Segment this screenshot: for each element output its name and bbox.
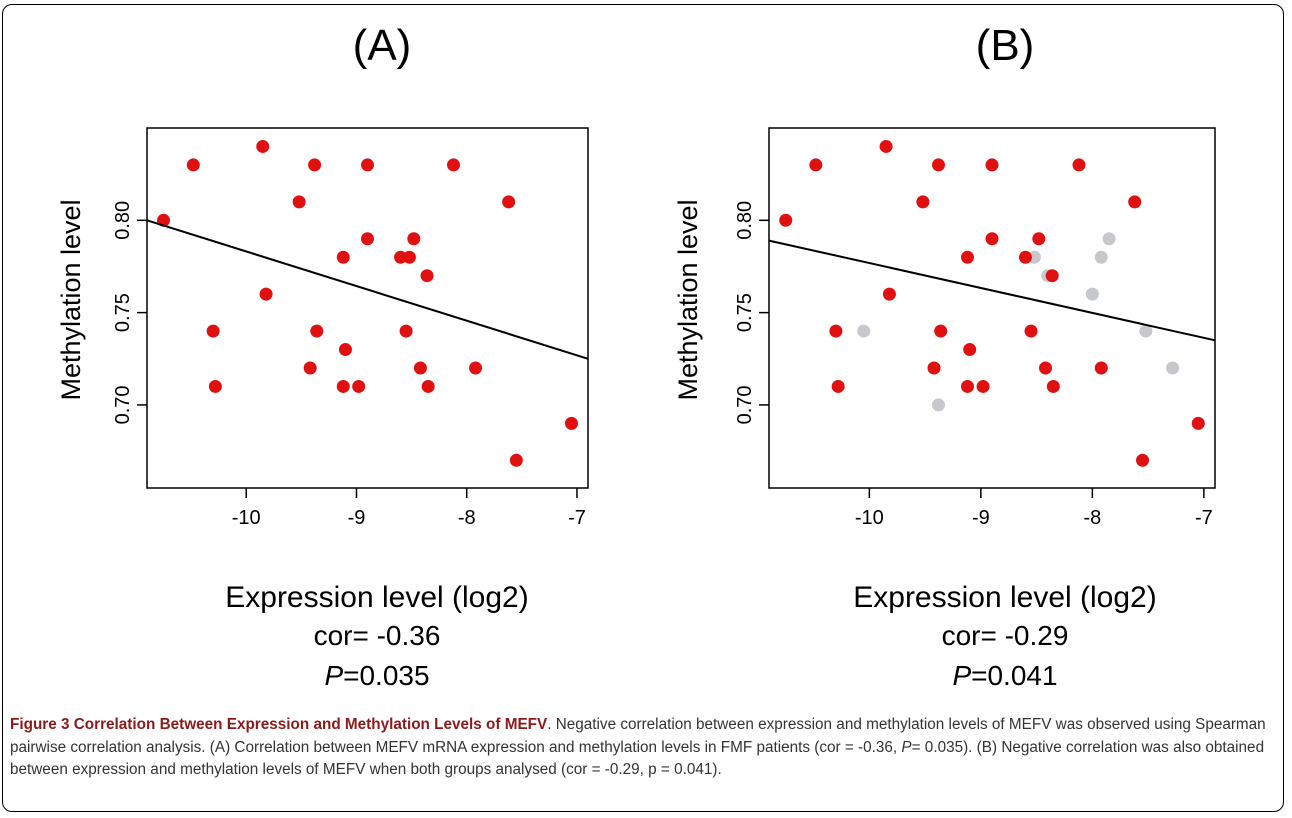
- regression-line: [146, 219, 589, 360]
- data-point: [361, 158, 374, 172]
- data-point: [509, 453, 523, 467]
- y-tick-label: 0.70: [734, 385, 756, 424]
- panel-a: (A) Methylation level 0.70 0.75 0.80 -10 -9…: [56, 21, 589, 691]
- data-point: [407, 232, 421, 246]
- correlation-stat: cor= -0.36: [314, 620, 441, 651]
- data-point: [934, 324, 948, 338]
- y-tick-label: 0.80: [112, 201, 134, 240]
- data-point: [829, 324, 843, 338]
- data-point: [1046, 379, 1060, 393]
- data-point: [256, 139, 270, 153]
- data-point: [1032, 232, 1046, 246]
- data-point: [336, 379, 350, 393]
- y-tick-label: 0.80: [734, 201, 756, 240]
- x-axis-label: Expression level (log2): [853, 581, 1156, 614]
- data-point: [421, 379, 435, 393]
- data-point: [963, 343, 977, 357]
- data-point: [976, 379, 990, 393]
- x-tick-label: -10: [855, 507, 884, 529]
- data-point: [1018, 250, 1032, 264]
- data-point: [208, 379, 222, 393]
- x-axis-label: Expression level (log2): [225, 581, 528, 614]
- data-point: [809, 158, 823, 172]
- data-point: [336, 250, 350, 264]
- p-value-stat: P=0.041: [952, 660, 1057, 691]
- p-value-stat: P=0.035: [324, 660, 429, 691]
- data-point: [879, 139, 893, 153]
- data-point: [916, 195, 930, 209]
- panel-label: (A): [353, 21, 412, 70]
- data-point: [1136, 453, 1150, 467]
- y-axis-label: Methylation level: [673, 199, 703, 400]
- x-tick-label: -10: [232, 507, 261, 529]
- data-point: [259, 287, 273, 301]
- x-tick-label: -7: [1195, 507, 1213, 529]
- data-point: [402, 250, 416, 264]
- data-point: [292, 195, 306, 209]
- data-point: [303, 361, 317, 375]
- panel-b: (B) Methylation level 0.70 0.75 0.80 -10 -9…: [673, 21, 1216, 691]
- data-point: [206, 324, 220, 338]
- data-point: [1094, 250, 1108, 264]
- data-point: [338, 343, 352, 357]
- regression-line: [768, 239, 1216, 342]
- data-point: [564, 416, 578, 430]
- data-point: [310, 324, 324, 338]
- data-point: [1072, 158, 1086, 172]
- data-point: [1045, 269, 1059, 283]
- data-point: [469, 361, 483, 375]
- data-point: [882, 287, 896, 301]
- plot-frame: [146, 127, 589, 489]
- data-point: [1085, 287, 1099, 301]
- y-tick-label: 0.70: [112, 385, 134, 424]
- data-point: [931, 398, 945, 412]
- figure-caption: Figure 3 Correlation Between Expression …: [10, 714, 1280, 782]
- x-tick-label: -9: [348, 507, 366, 529]
- data-point: [931, 158, 945, 172]
- data-point: [831, 379, 845, 393]
- data-point: [399, 324, 413, 338]
- data-point: [1139, 324, 1153, 338]
- data-point: [1166, 361, 1180, 375]
- data-point: [1027, 250, 1041, 264]
- data-point: [985, 232, 999, 246]
- data-point: [1102, 232, 1116, 246]
- data-point: [1128, 195, 1142, 209]
- data-point: [960, 379, 974, 393]
- caption-text: . Negative correlation between expressio…: [10, 716, 1266, 756]
- data-point: [413, 361, 427, 375]
- y-tick-label: 0.75: [734, 293, 756, 332]
- data-point: [857, 324, 871, 338]
- data-point: [927, 361, 941, 375]
- data-point: [1039, 361, 1053, 375]
- x-tick-label: -9: [972, 507, 990, 529]
- data-point: [446, 158, 460, 172]
- data-point: [361, 232, 374, 246]
- y-axis-label: Methylation level: [56, 199, 86, 400]
- plot-frame: [768, 127, 1216, 489]
- data-point: [308, 158, 322, 172]
- data-point: [1191, 416, 1205, 430]
- data-point: [960, 250, 974, 264]
- data-point: [352, 379, 366, 393]
- x-tick-label: -8: [458, 507, 476, 529]
- caption-p-symbol: P: [901, 738, 912, 756]
- figure-frame: [2, 4, 1284, 812]
- x-tick-label: -7: [568, 507, 586, 529]
- y-tick-label: 0.75: [112, 293, 134, 332]
- caption-title: Figure 3 Correlation Between Expression …: [10, 716, 548, 733]
- data-point: [420, 269, 434, 283]
- correlation-stat: cor= -0.29: [942, 620, 1069, 651]
- data-point: [1094, 361, 1108, 375]
- x-tick-label: -8: [1083, 507, 1101, 529]
- caption-text-end: = 0.035). (B) Negative correlation was a…: [10, 738, 1265, 779]
- data-point: [985, 158, 999, 172]
- data-point: [502, 195, 516, 209]
- data-point: [186, 158, 200, 172]
- data-point: [1024, 324, 1038, 338]
- data-point: [779, 213, 793, 227]
- panel-label: (B): [976, 21, 1035, 70]
